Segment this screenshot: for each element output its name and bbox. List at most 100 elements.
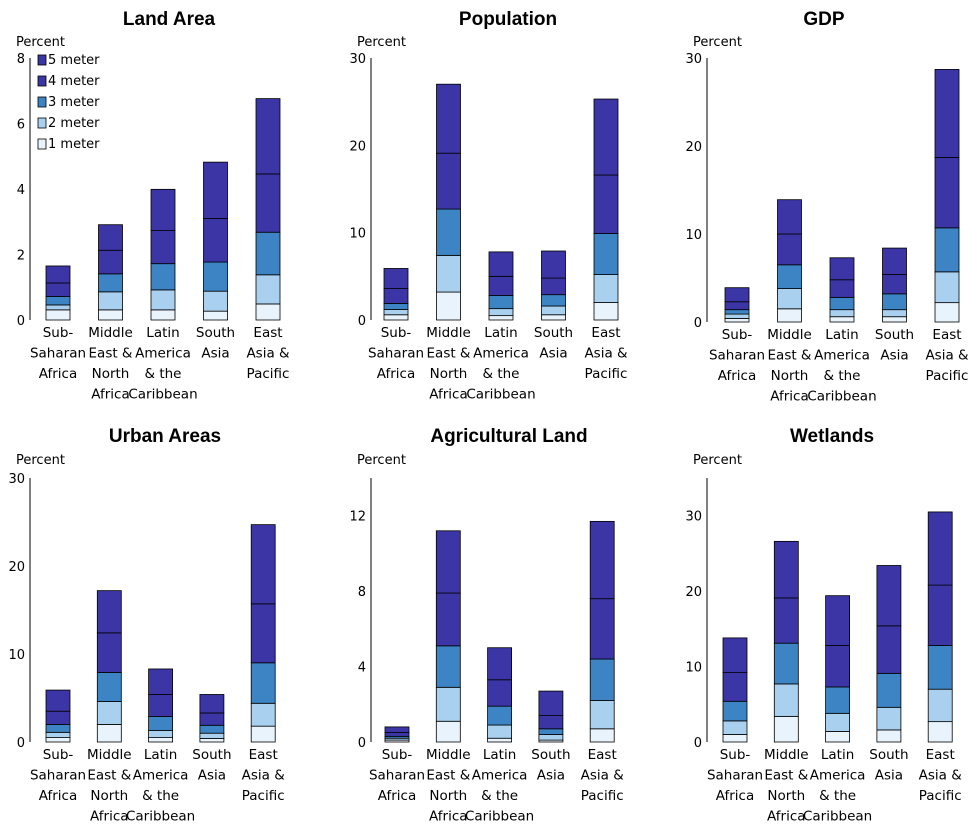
bar-segment-1-meter bbox=[436, 291, 461, 321]
y-tick-label: 0 bbox=[694, 316, 702, 331]
bar-segment-1-meter bbox=[255, 303, 281, 321]
y-tick-label: 0 bbox=[694, 736, 702, 751]
bar-segment-5-meter bbox=[384, 726, 410, 733]
bar-segment-4-meter bbox=[96, 632, 122, 673]
bar-segment-1-meter bbox=[203, 310, 228, 321]
chart-panel-wetlands: Wetlands Percent 0 10 20 30 Sub-Saharan AfricaM… bbox=[685, 426, 962, 824]
y-axis-label: Percent bbox=[357, 35, 406, 50]
y-tick-label: 30 bbox=[8, 472, 25, 487]
legend-swatch bbox=[37, 75, 47, 87]
bar-segment-1-meter bbox=[589, 728, 615, 743]
bar-segment-5-meter bbox=[488, 251, 514, 277]
category-label: Sub-Saharan Africa bbox=[709, 327, 765, 384]
bar-segment-3-meter bbox=[45, 724, 71, 733]
category-label: Sub-Saharan Africa bbox=[30, 325, 86, 382]
bar-segment-2-meter bbox=[45, 731, 71, 739]
bar-segment-2-meter bbox=[45, 304, 71, 311]
bar-segment-4-meter bbox=[487, 679, 513, 707]
bar-segment-2-meter bbox=[96, 701, 122, 725]
bar-segment-5-meter bbox=[825, 595, 850, 646]
bar-segment-4-meter bbox=[773, 597, 799, 644]
bar-segment-5-meter bbox=[45, 689, 71, 712]
bar-segment-2-meter bbox=[98, 291, 123, 311]
bar-segment-4-meter bbox=[825, 645, 850, 688]
bar-segment-3-meter bbox=[199, 724, 225, 734]
category-label: Sub-Saharan Africa bbox=[368, 325, 424, 382]
bar-segment-2-meter bbox=[487, 724, 513, 739]
bar-segment-5-meter bbox=[724, 287, 750, 303]
bar-segment-4-meter bbox=[98, 249, 123, 275]
legend: 5 meter 4 meter 3 meter 2 meter 1 meter bbox=[37, 53, 100, 152]
bar-segment-2-meter bbox=[773, 683, 799, 717]
chart-title: Agricultural Land bbox=[430, 426, 587, 447]
y-tick-label: 20 bbox=[685, 140, 702, 155]
y-axis-label: Percent bbox=[693, 453, 742, 468]
y-axis-label: Percent bbox=[693, 35, 742, 50]
bar-segment-1-meter bbox=[593, 302, 619, 321]
bar-segment-1-meter bbox=[541, 314, 566, 321]
y-tick-label: 12 bbox=[349, 510, 366, 525]
bar-segment-5-meter bbox=[593, 98, 619, 176]
category-label: Sub-Saharan Africa bbox=[30, 747, 86, 804]
bar-segment-4-meter bbox=[927, 584, 953, 646]
y-tick-label: 30 bbox=[685, 52, 702, 67]
category-label: East Asia & Pacific bbox=[584, 325, 628, 382]
bar-segment-4-meter bbox=[593, 174, 619, 234]
bar-segment-3-meter bbox=[593, 233, 619, 275]
category-label: South Asia bbox=[534, 325, 573, 362]
bar-segment-5-meter bbox=[777, 199, 802, 235]
bar-segment-2-meter bbox=[383, 309, 409, 316]
bar-segment-4-meter bbox=[384, 732, 410, 737]
bar-segment-2-meter bbox=[541, 305, 566, 316]
category-label: East Asia & Pacific bbox=[925, 327, 969, 384]
category-label: Middle East & North Africa bbox=[88, 325, 133, 403]
bar-segment-4-meter bbox=[541, 277, 566, 296]
bar-segment-3-meter bbox=[825, 686, 850, 714]
bar-segment-2-meter bbox=[876, 706, 902, 731]
bar-segment-5-meter bbox=[383, 268, 409, 289]
bar-segment-2-meter bbox=[199, 732, 225, 739]
y-axis-label: Percent bbox=[16, 453, 65, 468]
bar-segment-4-meter bbox=[203, 218, 228, 263]
bar-segment-1-meter bbox=[722, 734, 748, 743]
bar-segment-4-meter bbox=[934, 157, 960, 229]
bar-segment-5-meter bbox=[538, 690, 564, 716]
bar-segment-2-meter bbox=[150, 289, 176, 311]
bar-segment-5-meter bbox=[487, 647, 513, 681]
y-tick-label: 20 bbox=[349, 139, 366, 154]
bar-segment-3-meter bbox=[541, 294, 566, 307]
category-label: South Asia bbox=[875, 327, 914, 364]
category-label: East Asia & Pacific bbox=[919, 747, 963, 804]
bar-segment-2-meter bbox=[724, 313, 750, 319]
category-label: Middle East & North Africa bbox=[426, 747, 471, 824]
bar-segment-4-meter bbox=[435, 592, 461, 647]
category-label: Latin America & the Caribbean bbox=[126, 747, 195, 824]
bar-segment-5-meter bbox=[98, 224, 123, 251]
category-label: Middle East & North Africa bbox=[426, 325, 471, 403]
bar-segment-1-meter bbox=[777, 308, 802, 323]
bar-segment-1-meter bbox=[927, 721, 953, 743]
category-label: Sub-Saharan Africa bbox=[369, 747, 425, 804]
bar-segment-1-meter bbox=[934, 302, 960, 323]
bar-segment-3-meter bbox=[882, 293, 907, 311]
bar-segment-5-meter bbox=[829, 257, 855, 281]
bar-segment-3-meter bbox=[876, 672, 902, 708]
bar-segment-5-meter bbox=[150, 188, 176, 231]
bar-segment-1-meter bbox=[96, 724, 122, 743]
y-tick-label: 10 bbox=[8, 648, 25, 663]
bar-segment-2-meter bbox=[589, 700, 615, 730]
category-label: Latin America & the Caribbean bbox=[466, 325, 535, 403]
bar-segment-3-meter bbox=[250, 662, 276, 704]
legend-swatch bbox=[37, 96, 47, 108]
bar-segment-1-meter bbox=[383, 314, 409, 321]
bar-segment-3-meter bbox=[436, 208, 461, 256]
bar-segment-5-meter bbox=[722, 637, 748, 674]
chart-title: GDP bbox=[803, 9, 845, 30]
bar-segment-4-meter bbox=[538, 715, 564, 730]
chart-title: Land Area bbox=[123, 9, 216, 30]
y-axis-label: Percent bbox=[16, 35, 65, 50]
legend-swatch bbox=[37, 54, 47, 66]
bar-segment-1-meter bbox=[250, 725, 276, 743]
category-label: Middle East & North Africa bbox=[764, 747, 809, 824]
